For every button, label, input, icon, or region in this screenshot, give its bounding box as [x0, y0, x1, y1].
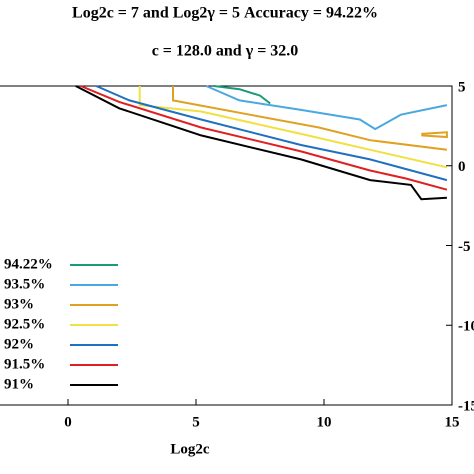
y-tick-label: -15	[458, 398, 474, 414]
contour-line	[138, 86, 448, 169]
x-tick-label: 15	[445, 414, 460, 430]
legend-label: 91%	[4, 376, 34, 392]
y-tick-label: -10	[458, 319, 474, 335]
chart-title: Log2c = 7 and Log2γ = 5 Accuracy = 94.22…	[72, 5, 378, 22]
contour-line	[172, 86, 448, 151]
legend-label: 92%	[4, 336, 34, 352]
contour-line	[95, 85, 448, 182]
chart-subtitle: c = 128.0 and γ = 32.0	[152, 43, 299, 60]
contour-line	[80, 85, 448, 191]
legend-label: 91.5%	[4, 356, 45, 372]
x-axis-label: Log2c	[170, 441, 210, 457]
legend-label: 92.5%	[4, 316, 45, 332]
contour-line	[213, 85, 271, 105]
x-tick-label: 5	[192, 414, 200, 430]
y-tick-label: 0	[458, 159, 466, 175]
legend-label: 94.22%	[4, 256, 53, 272]
x-tick-label: 10	[317, 414, 332, 430]
legend-label: 93.5%	[4, 276, 45, 292]
contour-line	[75, 85, 447, 201]
y-tick-label: 5	[458, 79, 466, 95]
y-tick-label: -5	[458, 239, 471, 255]
x-tick-label: 0	[64, 414, 72, 430]
contour-line	[205, 85, 448, 131]
legend-label: 93%	[4, 296, 34, 312]
